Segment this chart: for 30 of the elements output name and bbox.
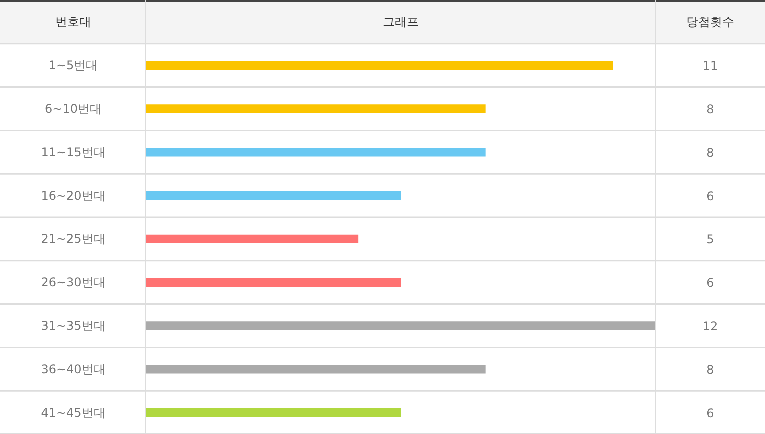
- y-tick-label: 31~35번대: [41, 319, 106, 333]
- bar: [146, 191, 401, 200]
- y-tick-label: 11~15번대: [41, 145, 106, 160]
- y-tick-label: 16~20번대: [41, 188, 106, 203]
- bar: [146, 408, 401, 418]
- y-tick-label: 1~5번대: [48, 58, 98, 73]
- data-label: 8: [706, 146, 714, 160]
- data-label: 6: [706, 189, 714, 204]
- y-axis-title: 번호대: [56, 15, 92, 30]
- x-axis-title: 그래프: [383, 15, 419, 30]
- y-tick-label: 36~40번대: [41, 362, 106, 376]
- bar: [146, 365, 486, 374]
- bar: [146, 322, 655, 330]
- y-tick-label: 41~45번대: [41, 406, 106, 420]
- data-label: 5: [706, 232, 714, 247]
- bar: [146, 104, 486, 114]
- y-tick-label: 26~30번대: [41, 276, 106, 290]
- bar: [146, 234, 359, 244]
- data-label: 8: [706, 362, 714, 377]
- data-label: 12: [702, 320, 718, 334]
- data-label: 6: [706, 276, 714, 290]
- data-label: 11: [702, 59, 718, 74]
- y-tick-label: 21~25번대: [41, 232, 106, 246]
- y-tick-label: 6~10번대: [45, 102, 102, 116]
- data-label: 6: [706, 406, 714, 420]
- bar: [146, 148, 486, 157]
- data-label: 8: [706, 102, 714, 116]
- bar: [146, 61, 614, 70]
- bar: [146, 278, 401, 287]
- text: 당첨횟수: [686, 15, 734, 30]
